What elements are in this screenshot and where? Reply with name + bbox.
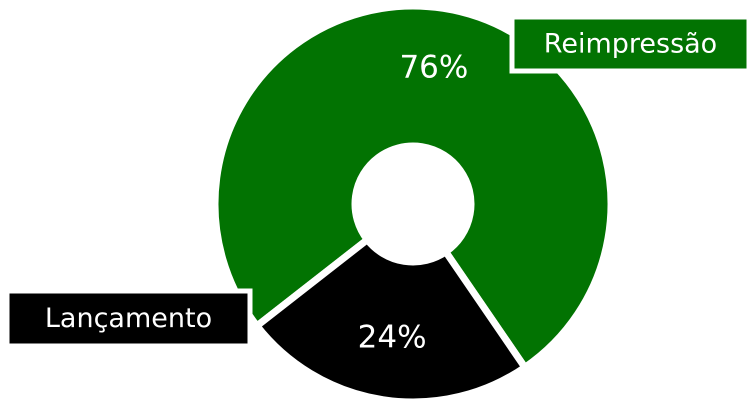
pct-label-lancamento: 24% xyxy=(358,319,427,355)
tag-lancamento: Lançamento xyxy=(4,288,253,349)
tag-reimpressao: Reimpressão xyxy=(509,14,752,74)
slices-group xyxy=(211,2,615,400)
slice-lancamento xyxy=(252,234,530,400)
pct-label-reimpressao: 76% xyxy=(399,50,468,86)
tag-text-reimpressao: Reimpressão xyxy=(544,29,717,60)
tag-text-lancamento: Lançamento xyxy=(45,303,212,334)
category-tags: Reimpressão Lançamento xyxy=(4,14,752,349)
tag-box-reimpressao xyxy=(509,14,752,74)
percent-labels: 76% 24% xyxy=(358,50,469,356)
tag-box-lancamento xyxy=(4,288,253,349)
